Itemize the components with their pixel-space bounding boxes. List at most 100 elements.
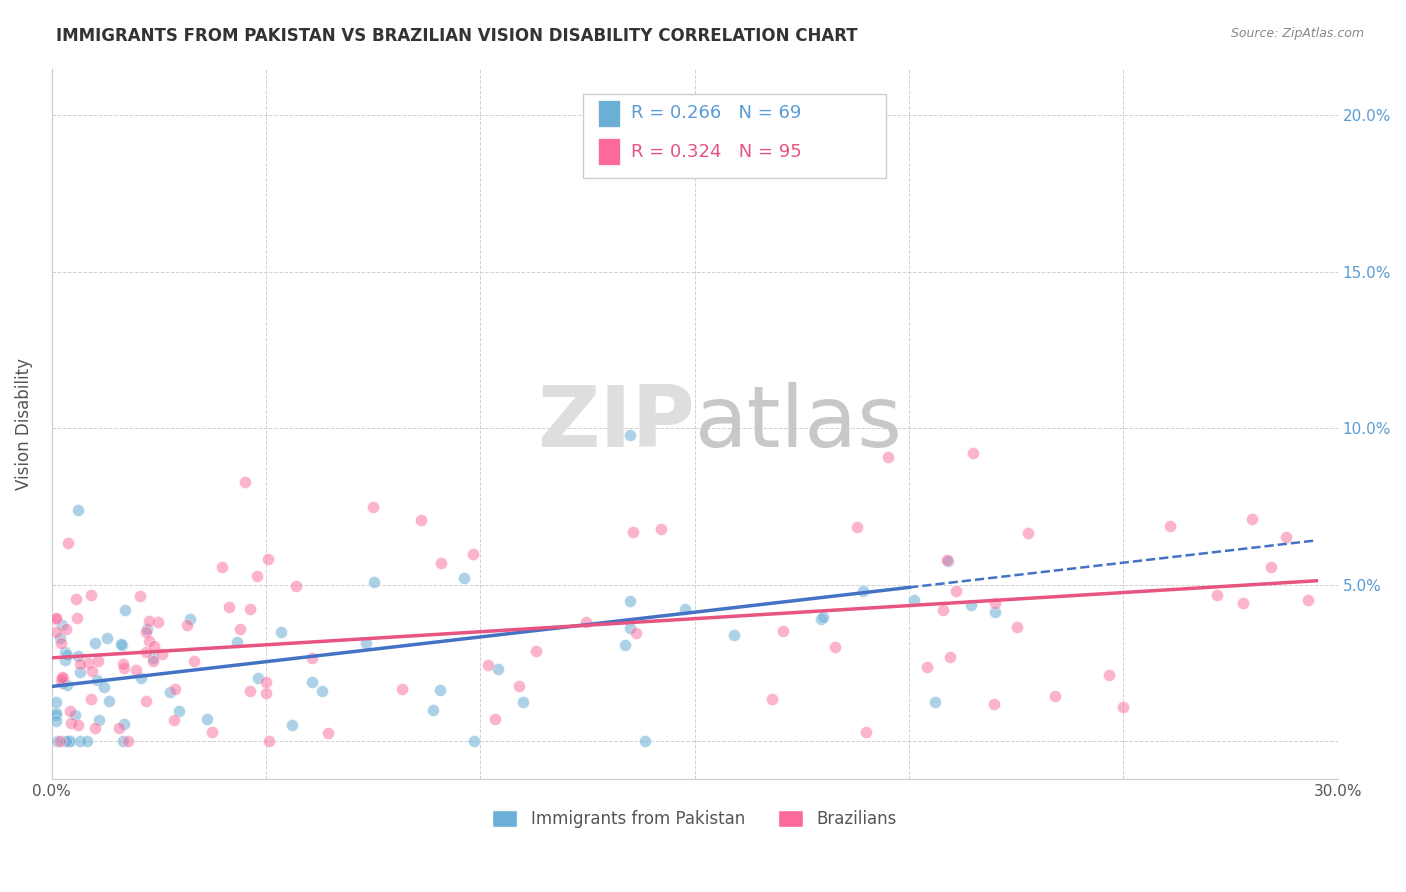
- Point: [211, 560, 233, 574]
- Point: [301, 651, 323, 665]
- Point: [845, 520, 868, 534]
- Point: [135, 694, 157, 708]
- Text: ZIP: ZIP: [537, 382, 695, 466]
- Point: [1159, 518, 1181, 533]
- Point: [270, 624, 292, 639]
- Point: [239, 683, 262, 698]
- Point: [45, 734, 67, 748]
- Point: [316, 726, 339, 740]
- Point: [48, 631, 70, 645]
- Point: [1206, 588, 1229, 602]
- Point: [280, 718, 302, 732]
- Y-axis label: Vision Disability: Vision Disability: [15, 358, 32, 490]
- Point: [852, 584, 875, 599]
- Point: [117, 734, 139, 748]
- Point: [1296, 593, 1319, 607]
- Point: [259, 734, 281, 748]
- Point: [824, 640, 846, 654]
- Point: [135, 623, 157, 637]
- Point: [1112, 700, 1135, 714]
- Point: [1098, 667, 1121, 681]
- Point: [56, 678, 79, 692]
- Point: [354, 636, 377, 650]
- Point: [463, 734, 485, 748]
- Point: [201, 725, 224, 739]
- Point: [65, 592, 87, 607]
- Point: [256, 552, 278, 566]
- Point: [931, 603, 953, 617]
- Point: [63, 708, 86, 723]
- Point: [363, 575, 385, 590]
- Point: [621, 525, 644, 540]
- Point: [69, 734, 91, 748]
- Point: [1045, 690, 1067, 704]
- Point: [488, 663, 510, 677]
- Point: [903, 593, 925, 607]
- Point: [619, 621, 641, 635]
- Point: [111, 734, 134, 748]
- Point: [125, 663, 148, 677]
- Point: [135, 645, 157, 659]
- Point: [159, 684, 181, 698]
- Point: [80, 692, 103, 706]
- Point: [138, 614, 160, 628]
- Point: [49, 635, 72, 649]
- Point: [112, 717, 135, 731]
- Text: atlas: atlas: [695, 382, 903, 466]
- Point: [53, 652, 76, 666]
- Point: [239, 601, 262, 615]
- Point: [936, 553, 959, 567]
- Point: [49, 734, 72, 748]
- Point: [66, 611, 89, 625]
- Point: [409, 512, 432, 526]
- Point: [58, 536, 80, 550]
- Point: [391, 681, 413, 696]
- Point: [477, 657, 499, 672]
- Point: [80, 588, 103, 602]
- Point: [960, 599, 983, 613]
- Point: [650, 522, 672, 536]
- Point: [453, 571, 475, 585]
- Point: [129, 671, 152, 685]
- Point: [301, 674, 323, 689]
- Point: [772, 624, 794, 639]
- Point: [361, 500, 384, 514]
- Point: [51, 670, 73, 684]
- Point: [86, 673, 108, 688]
- Text: R = 0.266   N = 69: R = 0.266 N = 69: [631, 104, 801, 122]
- Point: [45, 695, 67, 709]
- Point: [813, 610, 835, 624]
- Point: [45, 611, 67, 625]
- Point: [761, 692, 783, 706]
- Point: [84, 721, 107, 735]
- Point: [87, 713, 110, 727]
- Point: [855, 724, 877, 739]
- Point: [143, 640, 166, 654]
- Point: [484, 711, 506, 725]
- Point: [226, 634, 249, 648]
- Point: [67, 503, 90, 517]
- Point: [52, 671, 75, 685]
- Point: [128, 589, 150, 603]
- Text: IMMIGRANTS FROM PAKISTAN VS BRAZILIAN VISION DISABILITY CORRELATION CHART: IMMIGRANTS FROM PAKISTAN VS BRAZILIAN VI…: [56, 27, 858, 45]
- Point: [810, 612, 832, 626]
- Point: [247, 671, 270, 685]
- Point: [673, 601, 696, 615]
- Point: [179, 612, 201, 626]
- Point: [76, 734, 98, 748]
- Point: [45, 624, 67, 639]
- Point: [114, 603, 136, 617]
- Point: [1240, 512, 1263, 526]
- Point: [619, 124, 641, 138]
- Point: [1275, 530, 1298, 544]
- Point: [575, 615, 598, 629]
- Point: [69, 657, 91, 671]
- Point: [55, 734, 77, 748]
- Point: [463, 548, 485, 562]
- Point: [163, 713, 186, 727]
- Point: [1017, 525, 1039, 540]
- Point: [508, 679, 530, 693]
- Point: [195, 712, 218, 726]
- Point: [311, 684, 333, 698]
- Point: [1232, 596, 1254, 610]
